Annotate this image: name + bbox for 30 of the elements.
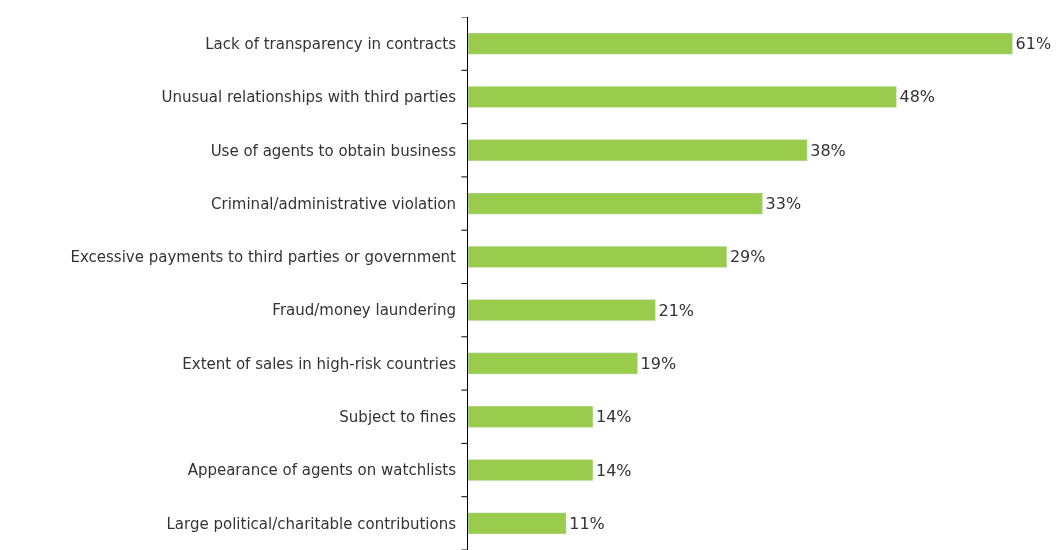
y-tick-label: Excessive payments to third parties or government — [70, 248, 457, 267]
bar — [468, 192, 763, 215]
bar — [468, 86, 897, 108]
y-tick-label: Extent of sales in high-risk countries — [182, 354, 457, 373]
bar — [468, 139, 808, 162]
y-tick-label: Lack of transparency in contracts — [205, 34, 457, 53]
y-tick-label: Large political/charitable contributions — [166, 514, 457, 533]
data-label: 29% — [729, 247, 766, 267]
data-label: 48% — [899, 87, 936, 107]
bar — [468, 405, 594, 428]
bar — [468, 352, 638, 375]
bar — [468, 459, 594, 481]
data-label: 61% — [1015, 34, 1052, 54]
y-tick-label: Fraud/money laundering — [272, 301, 456, 320]
y-tick-label: Appearance of agents on watchlists — [187, 461, 457, 480]
data-label: 11% — [569, 513, 605, 533]
bar — [468, 299, 656, 322]
data-label: 38% — [810, 140, 846, 160]
y-tick-label: Use of agents to obtain business — [210, 141, 457, 160]
bar — [468, 512, 567, 535]
data-label: 33% — [765, 194, 802, 214]
bar — [468, 245, 728, 268]
y-tick-label: Unusual relationships with third parties — [161, 88, 457, 107]
data-label: 19% — [640, 353, 677, 373]
data-label: 14% — [595, 407, 632, 427]
data-label: 14% — [595, 460, 632, 480]
y-tick-label: Subject to fines — [339, 408, 457, 426]
y-tick-label: Criminal/administrative violation — [211, 194, 456, 213]
data-label: 21% — [658, 300, 695, 320]
bar — [468, 32, 1013, 55]
